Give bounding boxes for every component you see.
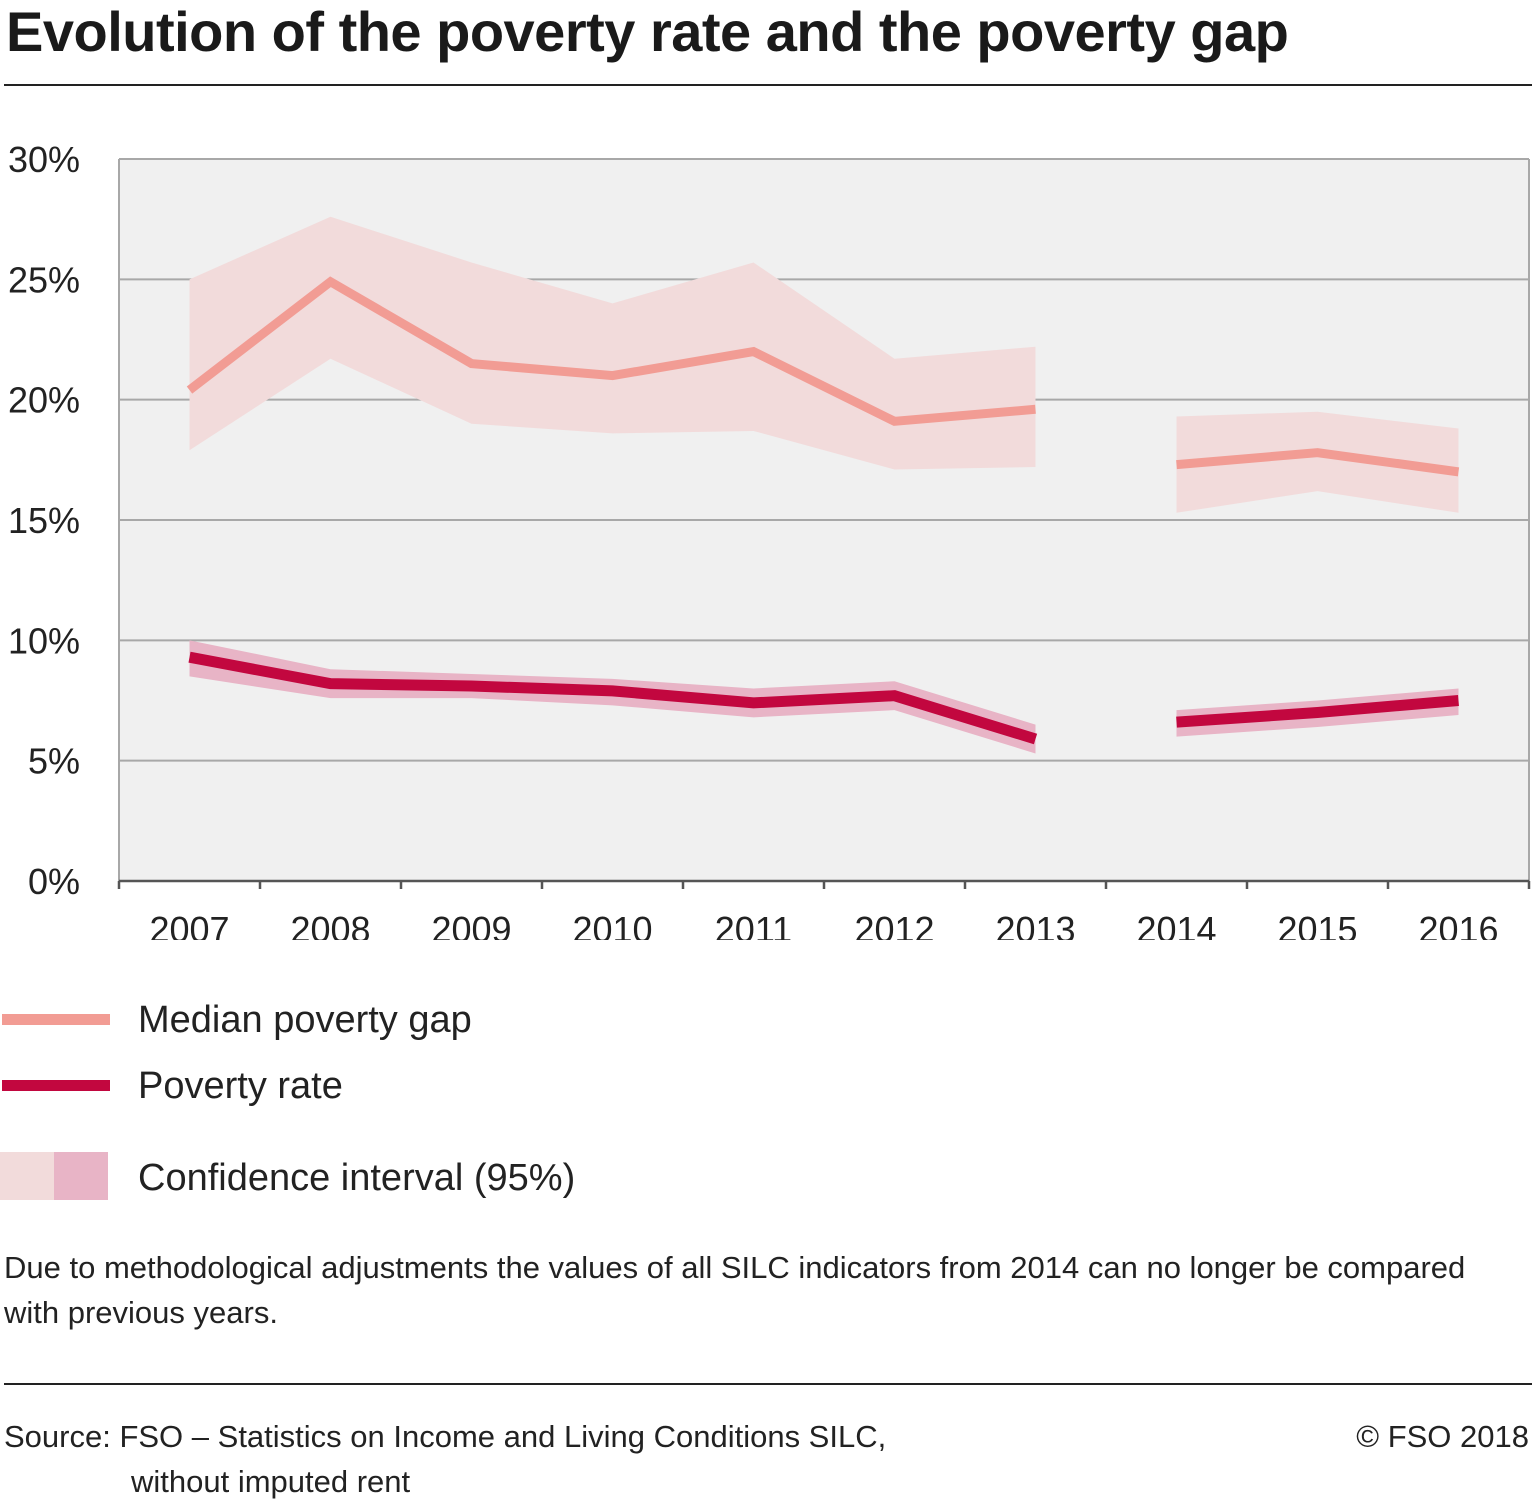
rate-series-line (1176, 695, 1459, 728)
gap-confidence-band (189, 216, 1036, 470)
x-tick-label: 2013 (995, 909, 1075, 940)
x-tick-label: 2011 (715, 909, 792, 940)
x-tick-label: 2007 (149, 909, 229, 940)
legend-rate-swatch (2, 1080, 110, 1091)
methodology-note: Due to methodological adjustments the va… (4, 1250, 1466, 1330)
legend-rate-label: Poverty rate (138, 1065, 343, 1107)
y-tick-label: 25% (8, 259, 80, 300)
source-note: Source: FSO – Statistics on Income and L… (4, 1414, 886, 1504)
chart-title: Evolution of the poverty rate and the po… (6, 0, 1289, 63)
gap-series-line (186, 276, 1036, 426)
poverty-line-chart: 0% 5% 10% 15% 20% 25% 30% 2007 2008 2009 2010 2011 2… (8, 139, 1531, 940)
legend-ci-rate-swatch (54, 1152, 108, 1200)
y-tick-label: 30% (8, 139, 80, 180)
gap-confidence-band (1176, 411, 1459, 513)
y-tick-label: 15% (8, 500, 80, 541)
title-rule (4, 84, 1532, 86)
footer-rule (4, 1383, 1532, 1385)
gap-series-line (1176, 448, 1460, 477)
source-line-1: Source: FSO – Statistics on Income and L… (4, 1419, 887, 1454)
rate-confidence-band (189, 640, 1036, 754)
x-tick-label: 2009 (431, 909, 511, 940)
legend-gap-label: Median poverty gap (138, 999, 472, 1041)
x-tick-label: 2016 (1418, 909, 1498, 940)
x-tick-label: 2010 (572, 909, 652, 940)
rate-series-line (188, 651, 1038, 745)
legend-ci-gap-swatch (0, 1152, 54, 1200)
y-tick-label: 0% (28, 861, 80, 902)
x-tick-label: 2008 (290, 909, 370, 940)
legend-gap-swatch (2, 1014, 110, 1025)
copyright: © FSO 2018 (1356, 1419, 1529, 1454)
y-tick-label: 5% (28, 741, 80, 782)
x-tick-label: 2012 (854, 909, 934, 940)
x-tick-label: 2015 (1277, 909, 1357, 940)
y-tick-label: 20% (8, 380, 80, 421)
y-tick-label: 10% (8, 620, 80, 661)
source-line-2: without imputed rent (131, 1464, 411, 1499)
x-tick-label: 2014 (1136, 909, 1216, 940)
legend-ci-label: Confidence interval (95%) (138, 1157, 576, 1199)
